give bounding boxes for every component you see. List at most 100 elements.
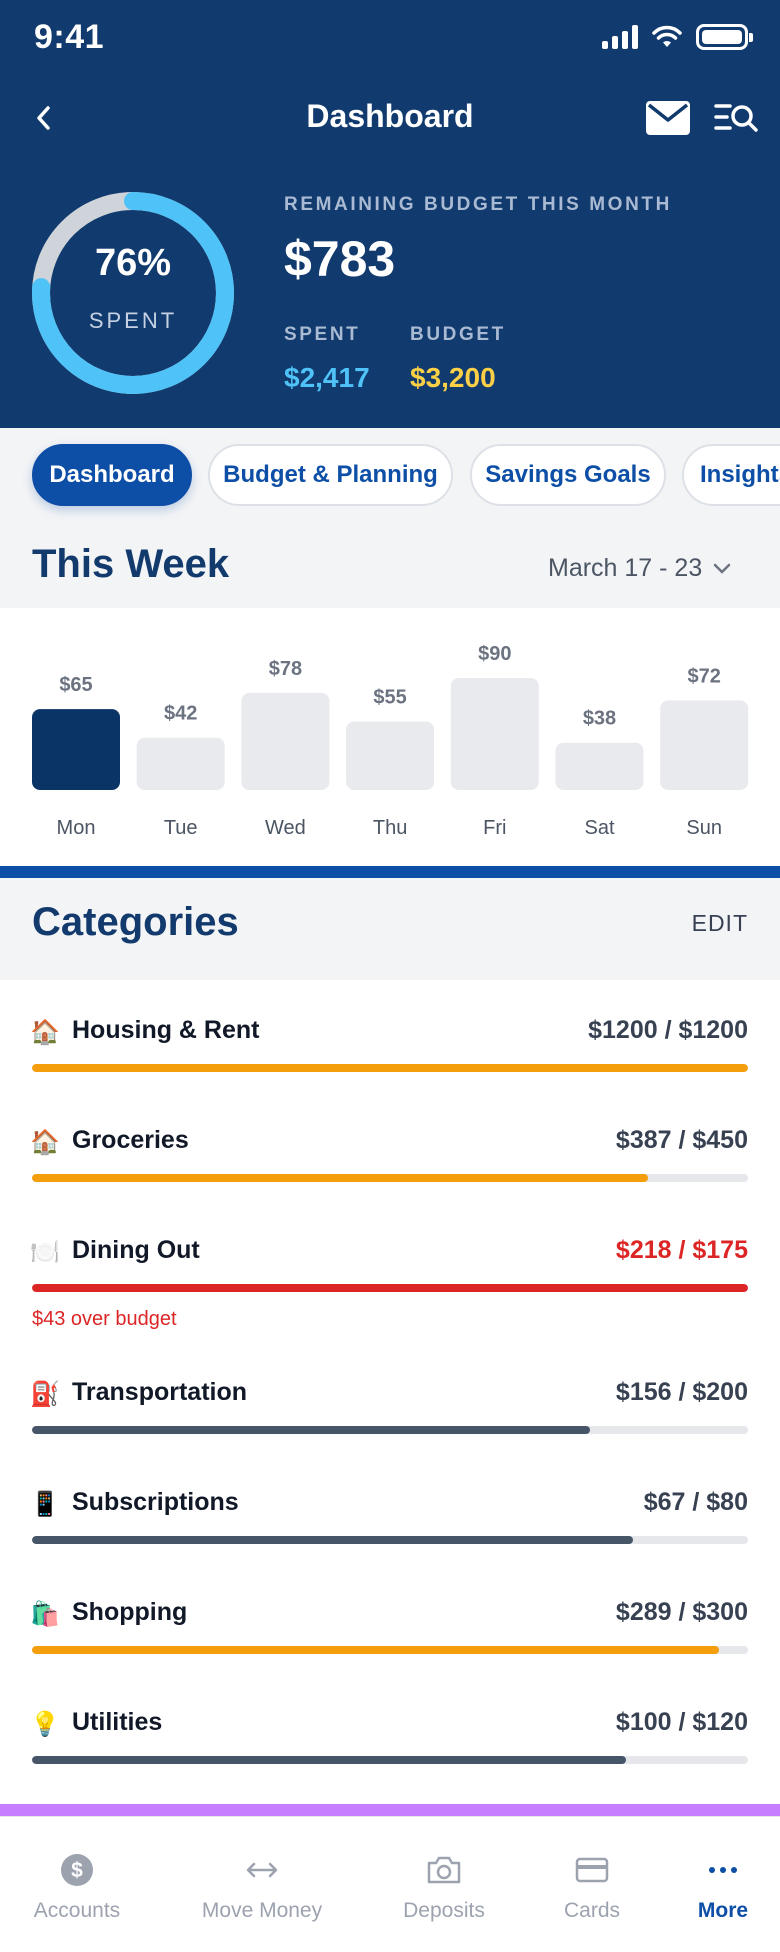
bar-day-label: Mon <box>57 817 96 839</box>
nav-cards[interactable]: Cards <box>546 1817 638 1952</box>
house-icon: 🏠 <box>30 1129 60 1156</box>
bar-day-label: Thu <box>373 817 407 839</box>
week-header: This Week March 17 - 23 <box>0 528 780 608</box>
ring-fill <box>32 192 234 394</box>
house-icon: 🏠 <box>30 1019 60 1046</box>
category-progress-track <box>32 1646 748 1654</box>
budget-label: BUDGET <box>410 324 506 345</box>
bar-value-label: $90 <box>478 643 511 665</box>
bar-wed[interactable] <box>241 692 330 790</box>
bar-tue[interactable] <box>136 737 225 790</box>
back-button[interactable] <box>22 96 66 140</box>
nav-more[interactable]: More <box>684 1817 762 1952</box>
category-progress-track <box>32 1174 748 1182</box>
tab-insights[interactable]: Insights <box>682 444 780 506</box>
dashboard-header: 9:41 Dashboard <box>0 0 780 428</box>
category-progress-track <box>32 1064 748 1072</box>
bar-value-label: $55 <box>373 687 406 709</box>
category-name: Subscriptions <box>72 1488 239 1516</box>
bottom-divider <box>0 1804 780 1816</box>
tab-dashboard[interactable]: Dashboard <box>32 444 192 506</box>
nav-more-label: More <box>697 1899 749 1922</box>
category-progress-fill <box>32 1064 748 1072</box>
category-amount: $67 / $80 <box>643 1488 748 1516</box>
edit-categories-button[interactable]: EDIT <box>691 910 748 936</box>
over-budget-warning: $43 over budget <box>32 1308 177 1330</box>
bar-thu[interactable] <box>346 721 435 790</box>
category-progress-track <box>32 1284 748 1292</box>
shopping-bag-icon: 🛍️ <box>30 1601 60 1628</box>
card-icon <box>575 1857 609 1883</box>
nav-cards-label: Cards <box>563 1899 621 1922</box>
phone-icon: 📱 <box>30 1491 60 1518</box>
ring-percent: 76% <box>94 242 172 284</box>
bar-fri[interactable] <box>450 678 539 790</box>
fuel-icon: ⛽ <box>30 1381 60 1408</box>
wifi-icon <box>652 25 682 47</box>
week-title: This Week <box>32 542 230 586</box>
spent-label: SPENT <box>284 324 361 345</box>
nav-accounts[interactable]: $ Accounts <box>18 1817 136 1952</box>
budget-progress-ring: 76% SPENT <box>30 190 236 396</box>
dollar-icon: $ <box>61 1854 93 1886</box>
weekly-bar-chart: $65 Mon $42 Tue $78 Wed $55 Thu $90 Fri $38 Sat $72 S… <box>32 643 749 839</box>
lightbulb-icon: 💡 <box>30 1711 60 1738</box>
category-amount: $387 / $450 <box>615 1126 748 1154</box>
more-dots-icon <box>709 1867 737 1873</box>
bar-value-label: $42 <box>164 703 197 725</box>
bar-sun[interactable] <box>660 700 749 790</box>
category-amount: $1200 / $1200 <box>588 1016 748 1044</box>
camera-icon <box>427 1856 461 1884</box>
bar-day-label: Sat <box>584 817 614 839</box>
category-progress-fill <box>32 1174 648 1182</box>
category-name: Dining Out <box>72 1236 200 1264</box>
envelope-icon <box>646 101 690 135</box>
remaining-budget-label: REMAINING BUDGET THIS MONTH <box>284 194 672 215</box>
bar-value-label: $72 <box>688 665 721 687</box>
bar-day-label: Sun <box>686 817 722 839</box>
category-progress-track <box>32 1536 748 1544</box>
section-divider <box>0 866 780 878</box>
status-icons <box>602 24 753 50</box>
week-range-label: March 17 - 23 <box>548 554 703 582</box>
nav-deposits[interactable]: Deposits <box>388 1817 500 1952</box>
cellular-signal-icon <box>602 25 638 49</box>
chevron-down-icon <box>714 563 731 573</box>
category-amount: $156 / $200 <box>615 1378 748 1406</box>
categories-header: Categories EDIT <box>0 878 780 980</box>
bar-day-label: Wed <box>265 817 306 839</box>
nav-move-money[interactable]: Move Money <box>190 1817 334 1952</box>
spent-value: $2,417 <box>284 362 370 393</box>
nav-deposits-label: Deposits <box>403 1899 485 1922</box>
bar-value-label: $65 <box>59 674 92 696</box>
category-progress-fill <box>32 1756 627 1764</box>
section-tabs: Dashboard Budget & Planning Savings Goal… <box>0 428 780 528</box>
plate-icon: 🍽️ <box>30 1239 60 1266</box>
tab-budget-planning[interactable]: Budget & Planning <box>208 444 453 506</box>
chevron-left-icon <box>37 106 50 130</box>
category-progress-fill <box>32 1426 591 1434</box>
status-time: 9:41 <box>34 18 105 56</box>
remaining-budget-value: $783 <box>284 231 396 287</box>
category-name: Transportation <box>72 1378 248 1406</box>
week-range-selector[interactable]: March 17 - 23 <box>548 554 732 583</box>
tab-savings-goals[interactable]: Savings Goals <box>470 444 666 506</box>
bar-mon[interactable] <box>32 709 120 790</box>
bar-value-label: $38 <box>583 708 616 730</box>
category-name: Utilities <box>72 1708 163 1736</box>
bar-sat[interactable] <box>555 742 644 790</box>
ring-chart <box>32 192 234 394</box>
search-transactions-button[interactable] <box>712 94 762 142</box>
category-list: 🏠 Housing & Rent $1200 / $1200 🏠 Groceries $3… <box>0 980 780 1804</box>
category-amount: $218 / $175 <box>615 1236 748 1264</box>
category-amount: $100 / $120 <box>615 1708 748 1736</box>
bar-value-label: $78 <box>269 658 302 680</box>
category-name: Shopping <box>72 1598 188 1626</box>
category-progress-fill <box>32 1646 720 1654</box>
bottom-navigation: $ Accounts Move Money Deposits <box>0 1816 780 1952</box>
categories-title: Categories <box>32 900 239 944</box>
messages-button[interactable] <box>644 94 692 142</box>
category-name: Groceries <box>72 1126 189 1154</box>
transfer-arrows-icon <box>246 1862 278 1878</box>
category-progress-fill <box>32 1284 748 1292</box>
